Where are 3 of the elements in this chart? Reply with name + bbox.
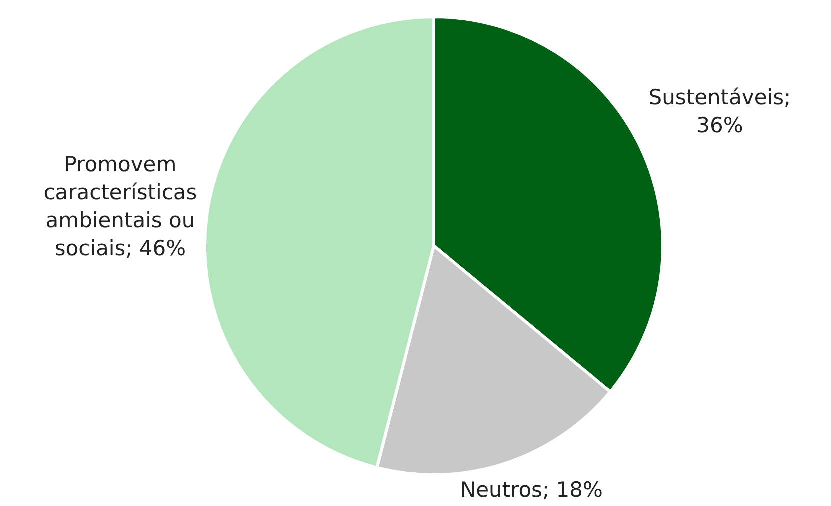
- slice-label: Sustentáveis; 36%: [648, 85, 792, 138]
- slice-label: Neutros; 18%: [460, 478, 603, 502]
- slice-label: Promovem características ambientais ou sociais; 46%: [44, 152, 198, 260]
